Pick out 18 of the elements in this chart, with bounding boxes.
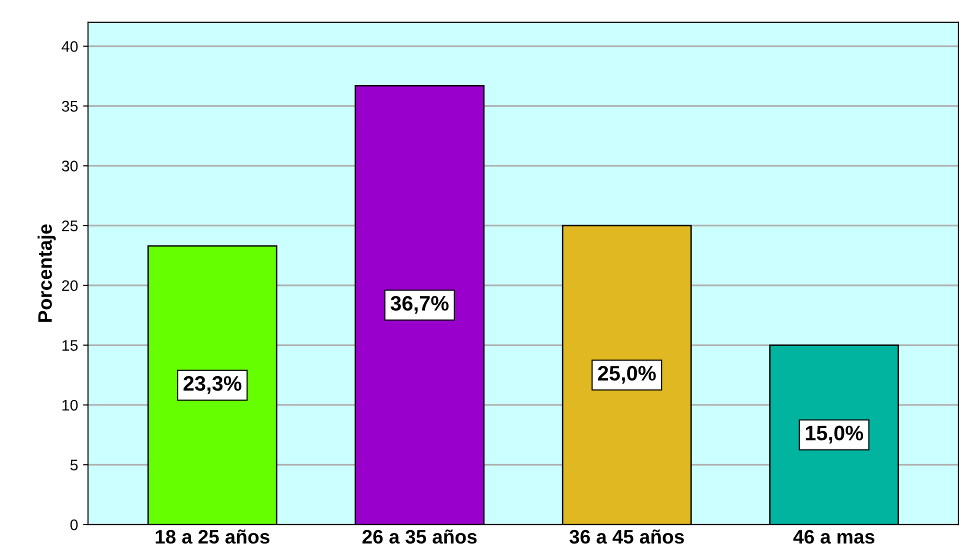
y-tick-label: 25	[62, 220, 78, 232]
y-tick-label: 5	[70, 460, 78, 470]
y-tick-label: 35	[62, 100, 78, 112]
data-label: 25,0%	[598, 366, 656, 384]
x-tick-label: 36 a 45 años	[569, 529, 684, 544]
x-tick-label: 26 a 35 años	[362, 529, 477, 544]
data-label: 36,7%	[390, 296, 449, 314]
y-tick-label: 20	[62, 280, 78, 292]
y-tick-label: 10	[62, 400, 78, 411]
x-tick-label: 18 a 25 años	[156, 529, 270, 544]
y-tick-label: 30	[62, 160, 78, 172]
y-axis-title: Porcentaje	[38, 224, 56, 322]
x-tick-label: 46 a mas	[793, 530, 874, 544]
y-tick-label: 40	[62, 41, 78, 52]
y-tick-label: 0	[70, 519, 78, 530]
data-label: 15,0%	[806, 426, 864, 444]
data-label: 23,3%	[184, 376, 242, 394]
y-tick-label: 15	[62, 340, 78, 351]
